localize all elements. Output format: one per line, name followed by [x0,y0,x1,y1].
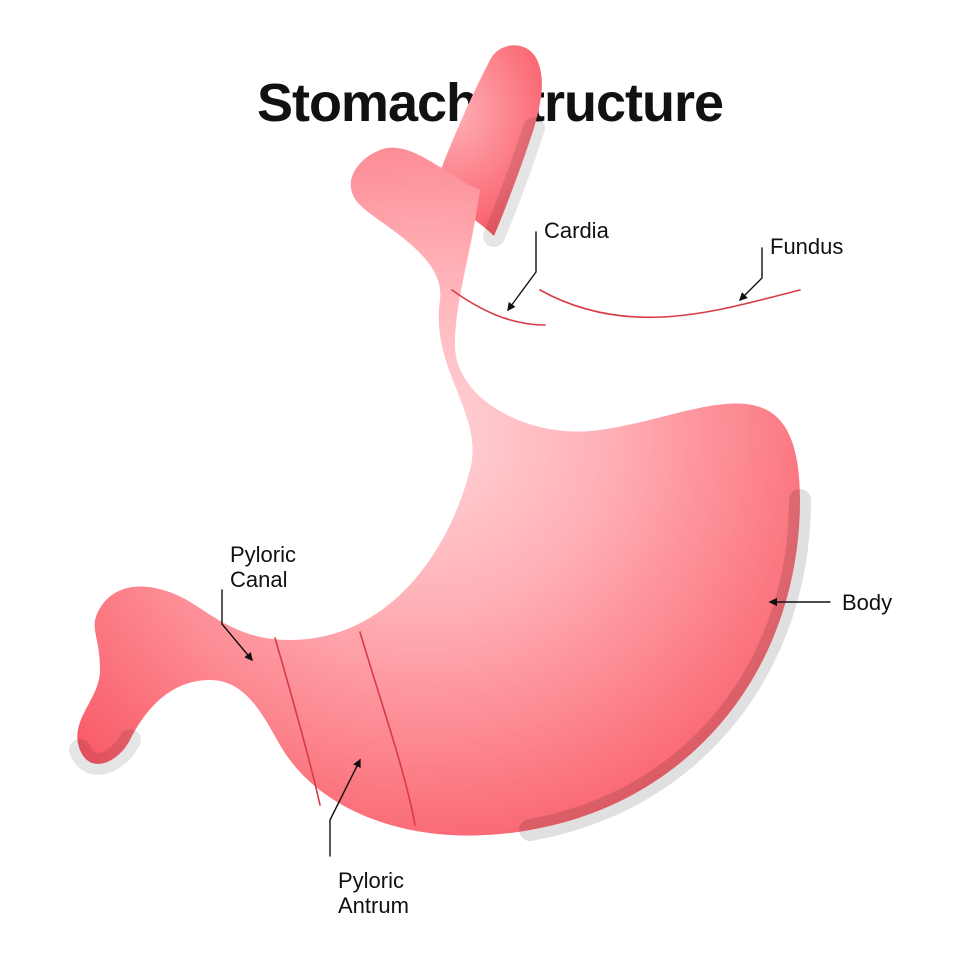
label-pyloric-canal: Pyloric Canal [230,542,296,593]
label-body: Body [842,590,892,615]
label-pyloric-antrum: Pyloric Antrum [338,868,409,919]
label-cardia: Cardia [544,218,609,243]
diagram-stage: Stomach Structure CardiaFundusBodyPylor [0,0,980,980]
divider-line [540,290,800,317]
callout-line-cardia [508,232,536,310]
divider-line [452,290,545,325]
callout-line-fundus [740,248,762,300]
stomach-body-shape [77,148,800,836]
label-fundus: Fundus [770,234,843,259]
stomach-shape [77,45,800,835]
diagram-canvas [0,0,980,980]
